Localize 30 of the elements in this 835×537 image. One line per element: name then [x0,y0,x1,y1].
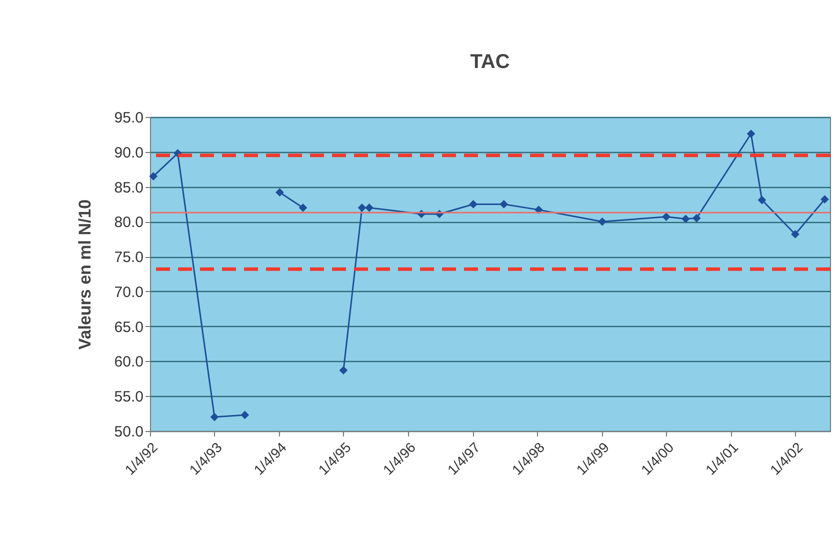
point [469,200,478,208]
y-tick-label: 80.0 [114,214,144,232]
y-axis-title: Valeurs en ml N/10 [75,199,94,350]
y-tick-label: 50.0 [114,424,144,440]
y-tick-label: 70.0 [114,284,144,301]
y-tick-label: 60.0 [114,354,144,371]
point [210,412,219,422]
point [598,217,606,226]
point [500,200,508,208]
point [365,204,374,212]
y-tick-label: 55.0 [114,388,144,406]
point [275,188,284,197]
y-tick-label: 85.0 [114,179,144,196]
y-tick-label: 90.0 [114,144,144,162]
point [339,366,348,374]
point [791,230,800,238]
point [358,204,366,212]
y-tick-label: 75.0 [114,249,144,266]
point [746,130,756,138]
chart-title: TAC [470,51,510,73]
y-tick-label: 95.0 [114,110,144,126]
point [662,212,670,221]
point [820,195,829,204]
y-tick-label: 65.0 [114,318,144,336]
point [149,172,158,180]
point [681,214,690,224]
point [298,204,308,212]
point [692,214,701,222]
point [240,410,250,420]
point [758,196,766,204]
